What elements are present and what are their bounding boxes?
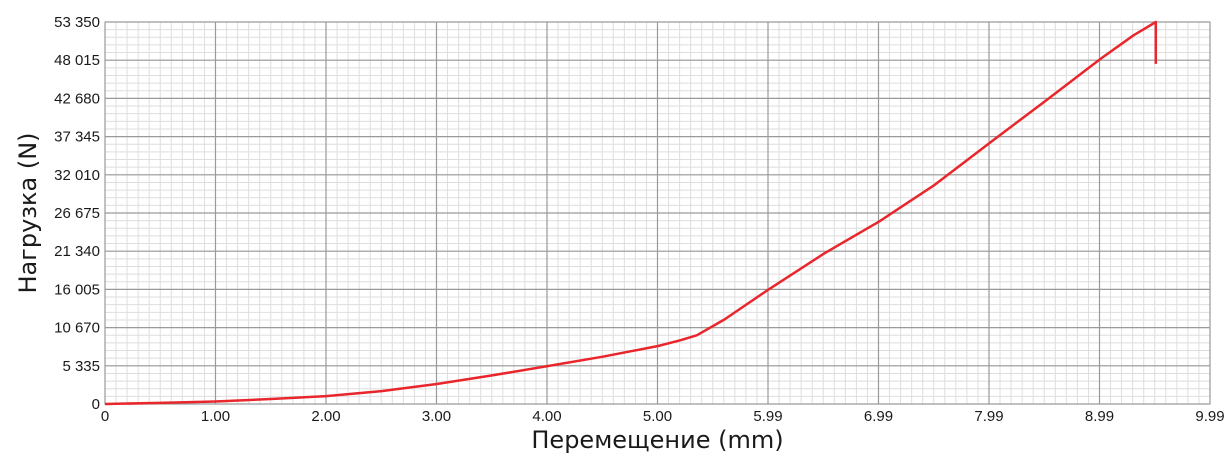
y-tick-label: 21 340: [54, 243, 100, 260]
x-tick-label: 3.00: [422, 408, 451, 425]
y-tick-label: 10 670: [54, 320, 100, 337]
y-tick-label: 42 680: [54, 90, 100, 107]
x-tick-label: 6.99: [864, 408, 893, 425]
y-tick-label: 53 350: [54, 14, 100, 31]
x-axis-title: Перемещение (mm): [531, 426, 783, 454]
x-tick-label: 8.99: [1085, 408, 1114, 425]
x-tick-label: 2.00: [311, 408, 340, 425]
y-axis-title: Нагрузка (N): [14, 132, 42, 293]
plot-frame: [104, 21, 1211, 405]
y-tick-label: 37 345: [54, 129, 100, 146]
series-line: [104, 20, 1158, 406]
x-tick-label: 0: [101, 408, 109, 425]
y-tick-label: 16 005: [54, 281, 100, 298]
y-tick-label: 32 010: [54, 167, 100, 184]
x-tick-label: 9.99: [1195, 408, 1224, 425]
y-tick-label: 0: [92, 396, 100, 413]
x-tick-label: 5.99: [753, 408, 782, 425]
x-tick-label: 1.00: [201, 408, 230, 425]
x-tick-labels: 0 1.00 2.00 3.00 4.00 5.00 5.99 6.99 7.99 8.99 9.9…: [101, 408, 1225, 425]
y-tick-labels: 0 5 335 10 670 16 005 21 340 26 675 32 010 37 3…: [54, 14, 100, 413]
x-tick-label: 4.00: [532, 408, 561, 425]
y-tick-label: 26 675: [54, 205, 100, 222]
x-tick-label: 7.99: [974, 408, 1003, 425]
y-tick-label: 5 335: [62, 358, 100, 375]
x-tick-label: 5.00: [643, 408, 672, 425]
series-group: [104, 20, 1158, 406]
y-tick-label: 48 015: [54, 52, 100, 69]
